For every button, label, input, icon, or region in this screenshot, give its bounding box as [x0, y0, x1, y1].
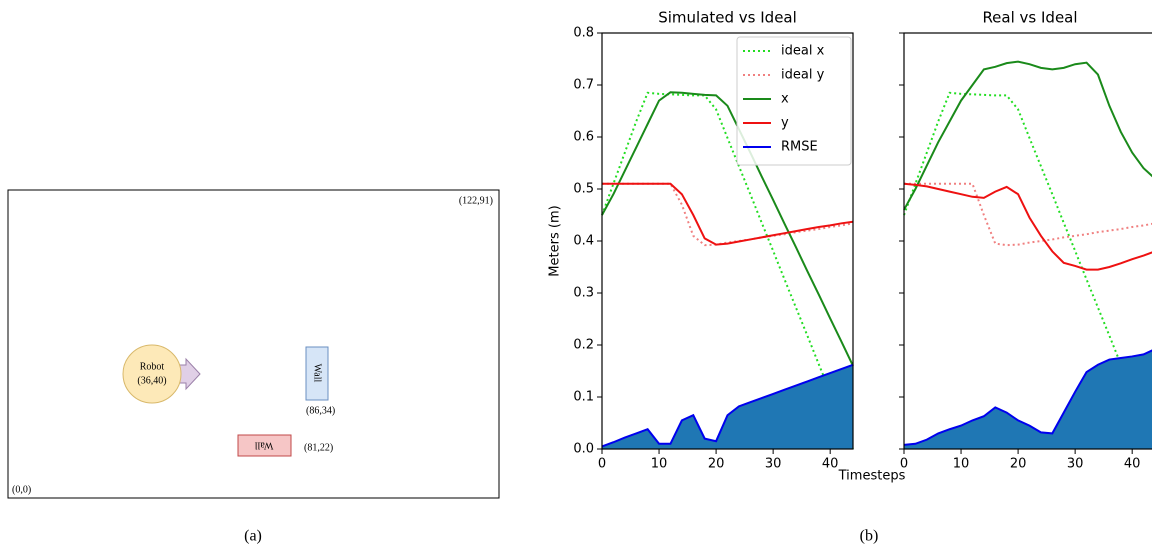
x-tick-label: 30 — [1067, 457, 1084, 472]
x-tick-label: 0 — [900, 457, 908, 472]
y-tick-label: 0.2 — [573, 338, 594, 353]
corner-label: (122,91) — [459, 195, 493, 206]
wall-coords: (81,22) — [304, 442, 333, 453]
wall-label: Wall — [254, 440, 273, 451]
legend-label: x — [781, 92, 789, 107]
line — [904, 62, 1152, 210]
page: (122,91) (0,0) Robot (36,40) Wall (86,34… — [0, 0, 1152, 550]
robot — [123, 345, 181, 403]
chart-title: Simulated vs Ideal — [658, 9, 797, 27]
x-tick-label: 30 — [765, 457, 782, 472]
caption: (a) — [244, 528, 262, 545]
y-axis-label: Meters (m) — [548, 205, 563, 276]
x-axis-label: Timesteps — [838, 469, 906, 484]
legend-label: ideal x — [781, 44, 825, 59]
caption: (b) — [860, 528, 879, 545]
legend-label: y — [781, 116, 789, 131]
line — [602, 184, 853, 245]
wall-label: Wall — [312, 364, 323, 383]
y-tick-label: 0.3 — [573, 286, 594, 301]
y-tick-label: 0.1 — [573, 390, 594, 405]
robot-label: Robot — [140, 361, 165, 372]
x-tick-label: 10 — [953, 457, 970, 472]
robot-coords: (36,40) — [137, 375, 166, 386]
y-tick-label: 0.4 — [573, 234, 594, 249]
x-tick-label: 20 — [708, 457, 725, 472]
line — [602, 184, 853, 245]
y-tick-label: 0.7 — [573, 78, 594, 93]
area — [904, 349, 1152, 449]
legend-label: RMSE — [781, 140, 818, 155]
wall-coords: (86,34) — [306, 405, 335, 416]
figure: (122,91) (0,0) Robot (36,40) Wall (86,34… — [0, 0, 1152, 550]
chart-title: Real vs Ideal — [982, 9, 1077, 27]
legend-label: ideal y — [781, 68, 825, 83]
y-tick-label: 0.5 — [573, 182, 594, 197]
area — [602, 365, 853, 449]
x-tick-label: 0 — [598, 457, 606, 472]
x-tick-label: 40 — [1124, 457, 1141, 472]
y-tick-label: 0.0 — [573, 442, 594, 457]
environment-diagram: (122,91) (0,0) Robot (36,40) Wall (86,34… — [8, 190, 499, 498]
plot — [904, 62, 1152, 449]
x-tick-label: 10 — [651, 457, 668, 472]
y-tick-label: 0.6 — [573, 130, 594, 145]
x-tick-label: 40 — [822, 457, 839, 472]
x-tick-label: 20 — [1010, 457, 1027, 472]
y-tick-label: 0.8 — [573, 26, 594, 41]
origin-label: (0,0) — [12, 484, 31, 495]
line — [904, 184, 1152, 270]
